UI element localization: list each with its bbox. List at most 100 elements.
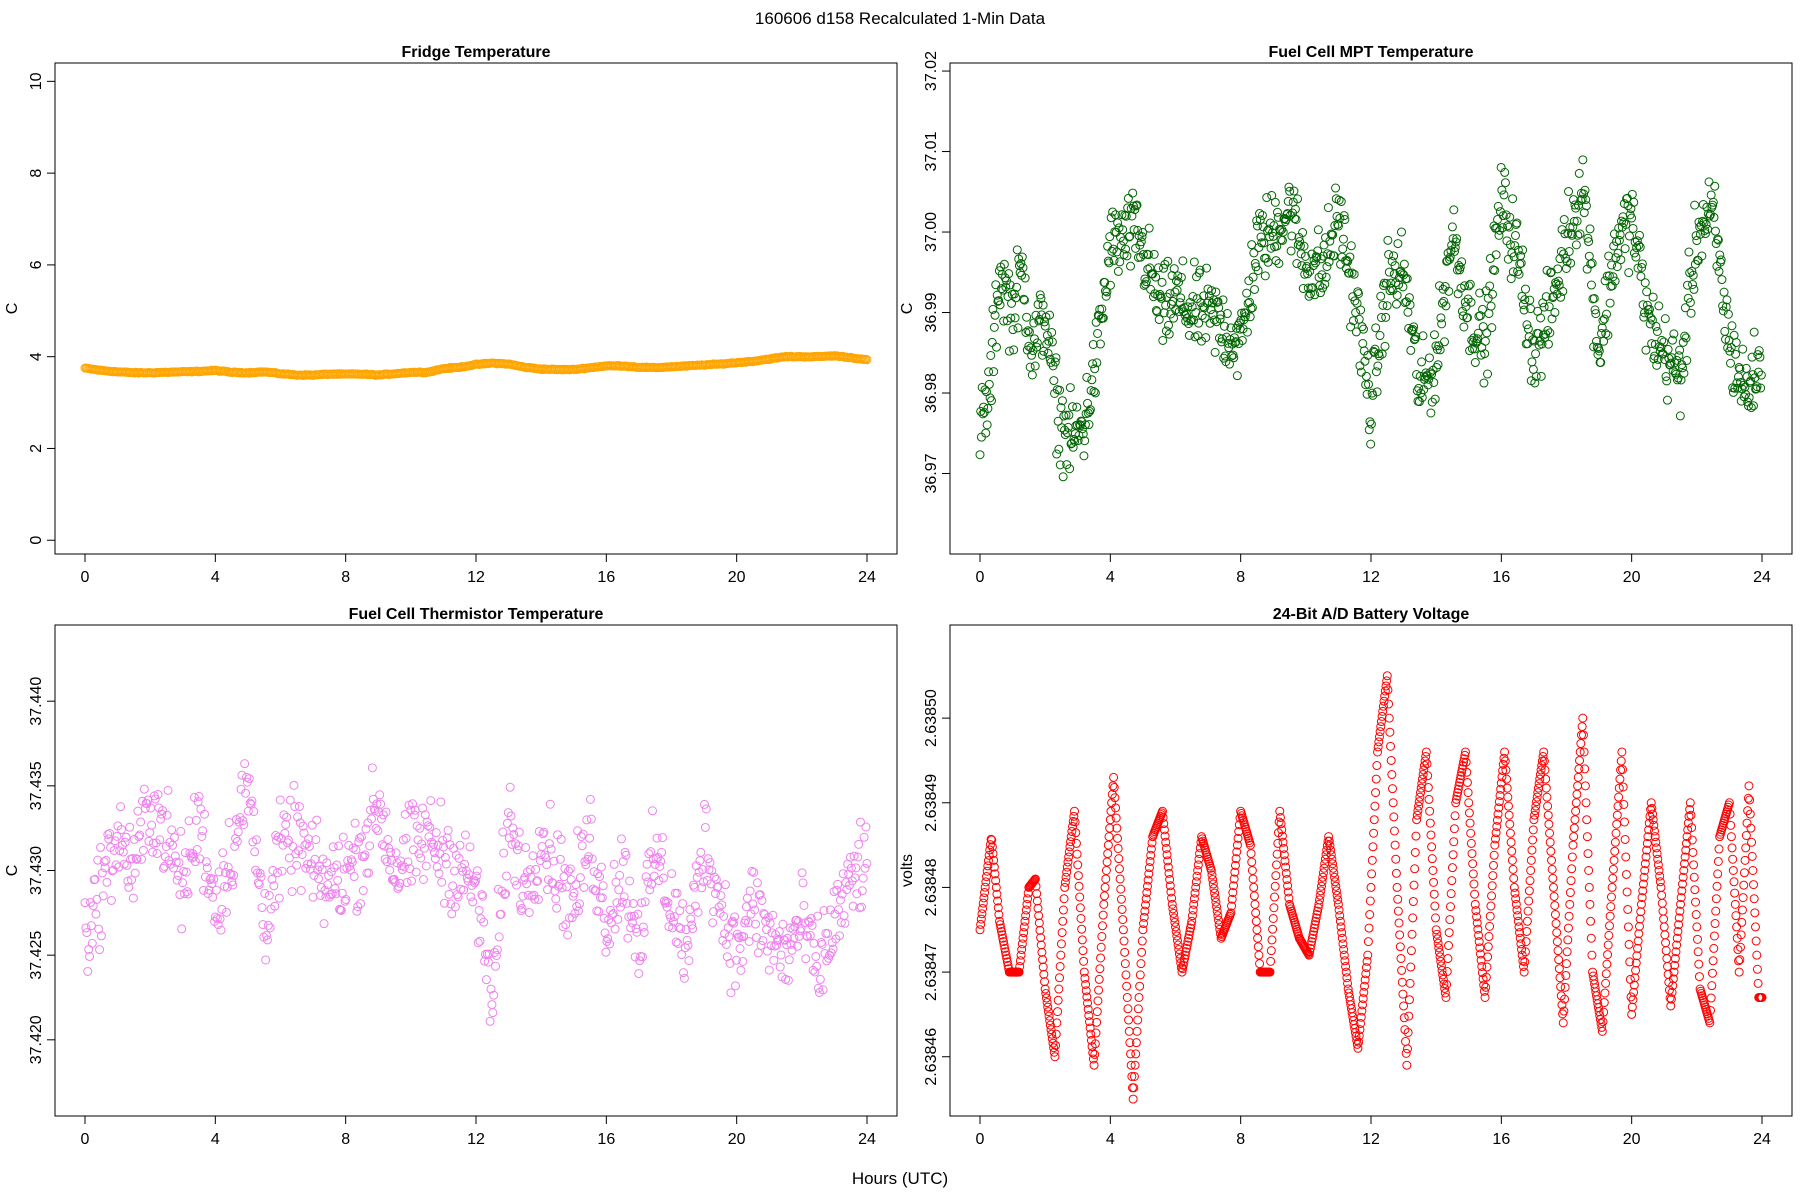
data-point: [1134, 992, 1144, 1002]
data-point: [1599, 314, 1609, 324]
data-point: [366, 814, 376, 824]
data-point: [1648, 292, 1658, 302]
data-point: [1439, 296, 1449, 306]
data-point: [1685, 805, 1695, 815]
data-point: [1302, 262, 1312, 272]
data-point: [505, 782, 515, 792]
data-point: [1541, 774, 1551, 784]
data-point: [274, 893, 284, 903]
data-point: [1559, 1006, 1569, 1016]
data-point: [1149, 249, 1159, 259]
data-point: [1282, 210, 1292, 220]
data-point: [611, 877, 621, 887]
data-point: [1250, 899, 1260, 909]
data-point: [1094, 985, 1104, 995]
data-point: [1582, 832, 1592, 842]
data-point: [1379, 696, 1389, 706]
data-point: [1232, 371, 1242, 381]
data-point: [1111, 803, 1121, 813]
data-point: [1247, 866, 1257, 875]
data-point: [1475, 311, 1485, 321]
data-point: [801, 954, 811, 964]
data-point: [1242, 288, 1252, 298]
data-point: [1137, 936, 1147, 946]
data-point: [1464, 281, 1474, 291]
data-point: [1330, 877, 1340, 887]
data-point: [984, 367, 994, 377]
data-point: [1739, 880, 1749, 890]
data-point: [1352, 298, 1362, 308]
data-point: [799, 900, 809, 910]
data-point: [1640, 866, 1650, 875]
data-point: [1320, 279, 1330, 289]
data-point: [1623, 904, 1633, 914]
data-point: [338, 832, 348, 842]
data-point: [1102, 287, 1112, 297]
data-point: [1450, 246, 1460, 256]
data-point: [1518, 300, 1528, 310]
data-point: [1322, 841, 1332, 851]
data-point: [1193, 866, 1203, 875]
data-point: [440, 853, 450, 863]
data-point: [1570, 815, 1580, 825]
data-point: [1229, 333, 1239, 343]
data-point: [1051, 1040, 1061, 1050]
data-point: [351, 845, 361, 855]
data-point: [1713, 869, 1723, 879]
data-point: [1605, 298, 1615, 308]
data-point: [1034, 911, 1044, 921]
data-point: [1105, 280, 1115, 290]
data-point: [989, 855, 999, 865]
data-point: [423, 821, 433, 831]
data-point: [117, 840, 127, 850]
data-point: [1660, 314, 1670, 324]
data-point: [1384, 267, 1394, 277]
data-point: [257, 903, 267, 913]
data-point: [86, 921, 96, 931]
data-point: [1653, 854, 1663, 864]
data-point: [1079, 956, 1089, 966]
data-point: [1307, 933, 1317, 943]
data-point: [1183, 937, 1193, 947]
data-point: [1706, 1005, 1716, 1015]
data-point: [289, 780, 299, 790]
data-point: [1668, 981, 1678, 991]
data-point: [1406, 345, 1416, 355]
data-point: [216, 925, 226, 935]
data-point: [148, 847, 158, 857]
data-point: [1542, 792, 1552, 802]
data-point: [1178, 964, 1188, 974]
data-point: [982, 866, 992, 876]
data-point: [1466, 297, 1476, 307]
data-point: [1709, 931, 1719, 941]
data-point: [1756, 370, 1766, 380]
data-point: [1614, 792, 1624, 802]
data-point: [1481, 982, 1491, 992]
data-point: [1110, 793, 1120, 803]
data-point: [1449, 837, 1459, 847]
data-point: [1092, 1007, 1102, 1017]
data-point: [535, 856, 545, 866]
data-point: [1058, 472, 1068, 482]
data-point: [381, 807, 391, 817]
data-point: [441, 859, 451, 869]
data-point: [1115, 874, 1125, 884]
data-point: [1409, 322, 1419, 332]
data-point: [1643, 832, 1653, 842]
data-point: [1019, 295, 1029, 305]
data-point: [541, 853, 551, 863]
data-point: [1050, 1052, 1060, 1062]
data-point: [1612, 810, 1622, 820]
data-point: [1666, 1001, 1676, 1011]
data-point: [1224, 359, 1234, 369]
data-point: [233, 827, 243, 837]
data-point: [85, 951, 95, 961]
data-point: [209, 874, 219, 884]
data-point: [1513, 916, 1523, 926]
data-point: [1074, 881, 1084, 891]
data-point: [1540, 765, 1550, 775]
data-point: [1627, 213, 1637, 223]
data-point: [1511, 894, 1521, 904]
data-point: [792, 915, 802, 925]
data-point: [1418, 770, 1428, 780]
